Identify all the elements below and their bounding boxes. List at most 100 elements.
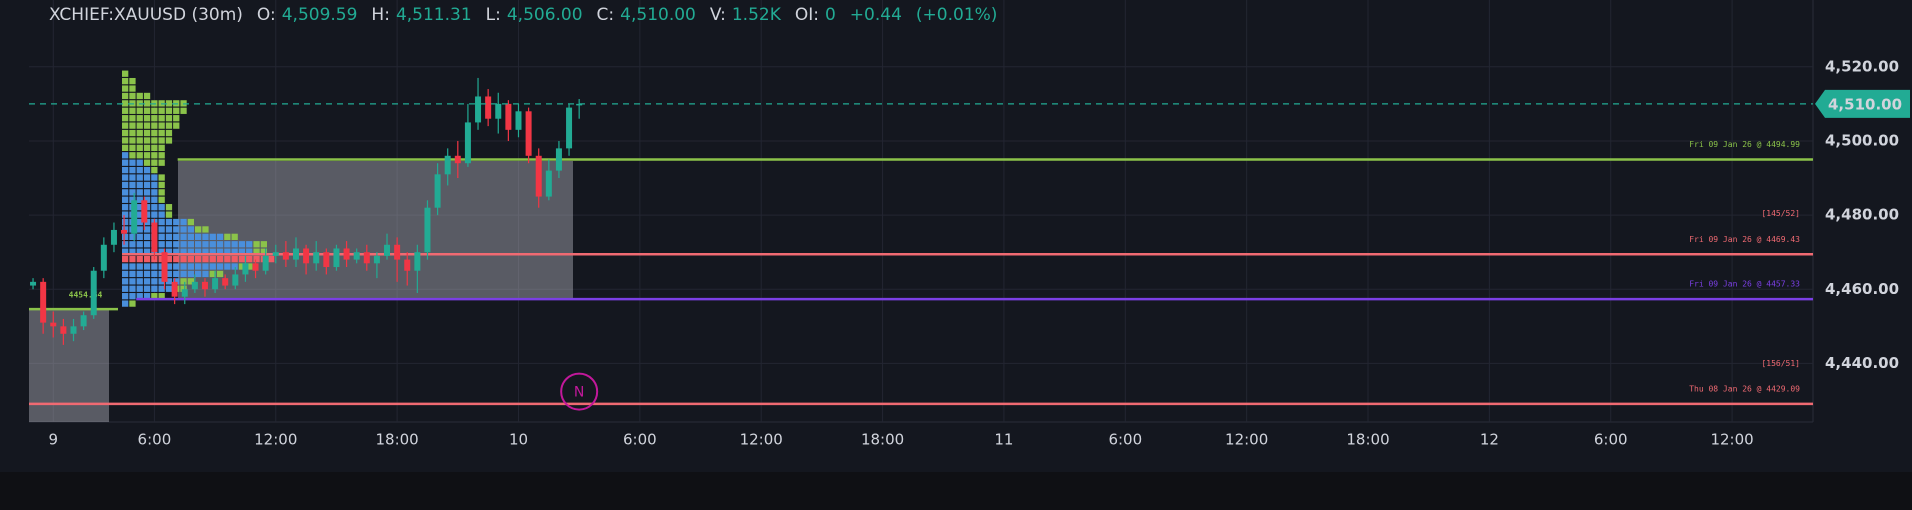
profile-cell — [187, 255, 194, 263]
legend-label: OI: — [794, 5, 819, 25]
profile-cell — [165, 285, 173, 292]
profile-cell — [122, 211, 129, 218]
profile-cell — [173, 218, 180, 226]
profile-cell — [165, 204, 173, 211]
profile-cell — [143, 270, 151, 278]
candle-body — [50, 322, 57, 327]
profile-cell — [158, 293, 165, 300]
legend-label: O: — [256, 5, 276, 25]
value-area-box — [178, 161, 573, 299]
candle-body — [151, 222, 158, 253]
profile-cell — [202, 241, 209, 248]
profile-cell — [143, 255, 151, 263]
profile-cell — [180, 107, 187, 114]
legend-value: 0 — [824, 5, 836, 25]
legend-label: C: — [596, 5, 615, 25]
profile-cell — [129, 77, 136, 85]
profile-cell — [173, 263, 180, 270]
profile-cell — [151, 152, 158, 159]
profile-cell — [187, 248, 194, 255]
candle-body — [424, 207, 431, 253]
profile-cell — [122, 226, 129, 233]
profile-cell — [165, 137, 173, 144]
profile-cell — [158, 233, 165, 241]
profile-cell — [151, 278, 158, 285]
level-label: Thu 08 Jan 26 @ 4429.09 — [1689, 384, 1800, 393]
profile-cell — [165, 226, 173, 233]
profile-cell — [187, 278, 194, 285]
profile-cell — [143, 241, 151, 248]
profile-cell — [246, 241, 253, 248]
candle-body — [60, 326, 67, 334]
profile-cell — [216, 270, 224, 278]
profile-cell — [180, 226, 187, 233]
profile-cell — [143, 263, 151, 270]
profile-cell — [216, 255, 224, 263]
symbol: XCHIEF:XAUUSD (30m) — [49, 5, 243, 25]
profile-cell — [151, 159, 158, 166]
profile-cell — [173, 241, 180, 248]
profile-cell — [158, 181, 165, 189]
profile-cell — [129, 129, 136, 137]
profile-cell — [122, 166, 129, 174]
profile-cell — [136, 263, 143, 270]
profile-cell — [122, 85, 129, 92]
bottom-bar — [0, 472, 1912, 510]
candle-body — [131, 200, 138, 234]
profile-cell — [165, 107, 173, 114]
profile-cell — [122, 255, 129, 263]
profile-cell — [143, 233, 151, 241]
profile-cell — [151, 211, 158, 218]
candle-body — [384, 244, 391, 256]
candle-body — [535, 155, 542, 197]
profile-cell — [129, 241, 136, 248]
x-tick-label: 9 — [48, 431, 58, 449]
profile-cell — [173, 270, 180, 278]
profile-cell — [136, 115, 143, 122]
candle-body — [404, 259, 411, 271]
x-tick-label: 10 — [509, 431, 528, 449]
profile-cell — [136, 152, 143, 159]
profile-cell — [246, 263, 253, 270]
profile-cell — [268, 255, 275, 263]
profile-cell — [122, 107, 129, 114]
profile-cell — [136, 233, 143, 241]
candle-body — [272, 252, 279, 256]
profile-cell — [158, 115, 165, 122]
profile-cell — [143, 174, 151, 181]
profile-cell — [173, 255, 180, 263]
profile-cell — [180, 278, 187, 285]
event-marker — [560, 372, 599, 411]
candle-body — [181, 289, 188, 297]
x-tick-label: 12:00 — [254, 431, 297, 449]
profile-cell — [122, 263, 129, 270]
legend-label: L: — [485, 5, 501, 25]
profile-cell — [129, 248, 136, 255]
profile-cell — [231, 255, 238, 263]
profile-cell — [143, 293, 151, 300]
profile-cell — [202, 255, 209, 263]
profile-cell — [143, 122, 151, 129]
profile-cell — [122, 70, 129, 77]
profile-cell — [122, 204, 129, 211]
profile-cell — [129, 144, 136, 152]
profile-cell — [158, 204, 165, 211]
x-tick-label: 12 — [1480, 431, 1499, 449]
candle-body — [353, 252, 360, 260]
profile-cell — [253, 241, 260, 248]
profile-cell — [180, 255, 187, 263]
profile-cell — [136, 92, 143, 100]
profile-cell — [173, 233, 180, 241]
change: +0.44 — [849, 5, 902, 25]
level-label: Fri 09 Jan 26 @ 4469.43 — [1689, 235, 1800, 244]
annotation: [145/52] — [1761, 209, 1800, 218]
profile-cell — [224, 248, 231, 255]
candle-body — [343, 248, 350, 260]
profile-cell — [122, 241, 129, 248]
profile-cell — [180, 218, 187, 226]
candle-body — [292, 248, 299, 260]
profile-cell — [165, 100, 173, 107]
candle-body — [485, 96, 492, 119]
